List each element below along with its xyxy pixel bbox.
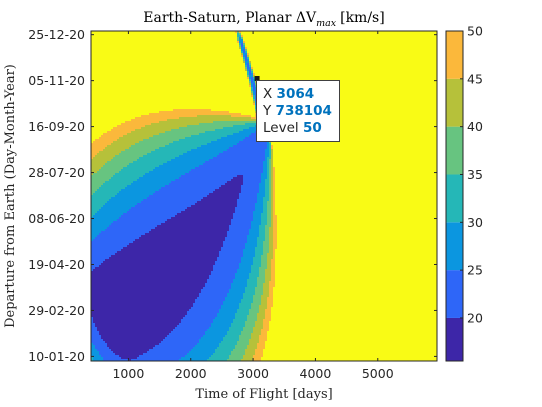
chart-title-subscript: max [316,18,337,29]
datatip-y-label: Y [263,103,272,119]
colorbar-tick-label: 25 [467,263,483,278]
plot-frame [90,30,438,362]
chart-title-main: Earth-Saturn, Planar ΔV [143,10,317,26]
datatip-x-label: X [263,86,273,102]
colorbar-segment [446,222,463,271]
colorbar-tick-label: 40 [467,119,483,134]
x-tick-label: 1000 [112,366,144,381]
colorbar-segment [446,317,463,361]
datatip-y-value: 738104 [275,103,332,119]
datatip-level-value: 50 [302,120,322,136]
colorbar-frame [445,30,464,362]
chart-title: Earth-Saturn, Planar ΔVmax [km/s] [143,10,384,29]
chart-title-unit: [km/s] [340,10,385,26]
plot-area[interactable] [91,31,438,362]
y-tick-label: 28-07-20 [28,165,85,180]
datatip-x-row: X 3064 [263,86,339,103]
colorbar-segment [446,31,463,79]
x-axis: 1000 2000 3000 4000 5000 [112,31,394,381]
colorbar-segment [446,270,463,318]
y-tick-label: 05-11-20 [28,73,85,88]
y-tick-label: 25-12-20 [28,27,85,42]
datatip[interactable]: X 3064 Y 738104 Level 50 [256,80,340,142]
colorbar-tick-label: 50 [467,24,483,39]
x-tick-label: 2000 [175,366,207,381]
colorbar-tick-label: 30 [467,215,483,230]
y-tick-label: 19-04-20 [28,257,85,272]
colorbar-tick-label: 35 [467,167,483,182]
colorbar-segment [446,126,463,175]
x-tick-label: 3000 [237,366,269,381]
y-tick-label: 29-02-20 [28,303,85,318]
colorbar-segment [446,78,463,127]
datatip-y-row: Y 738104 [263,103,339,120]
y-axis-label: Departure from Earth (Day-Month-Year) [3,64,18,328]
y-tick-label: 08-06-20 [28,211,85,226]
datatip-level-label: Level [263,120,299,136]
colorbar-tick-label: 45 [467,71,483,86]
colorbar: 20 25 30 35 40 45 50 [445,24,483,362]
x-tick-label: 5000 [362,366,394,381]
colorbar-segment [446,174,463,223]
datatip-x-value: 3064 [276,86,315,102]
y-axis: 10-01-20 29-02-20 19-04-20 08-06-20 28-07-20… [28,27,437,364]
x-tick-label: 4000 [300,366,332,381]
datatip-marker[interactable] [254,76,260,81]
y-tick-label: 16-09-20 [28,119,85,134]
x-axis-label: Time of Flight [days] [195,387,332,402]
colorbar-tick-label: 20 [467,310,483,325]
datatip-level-row: Level 50 [263,120,339,137]
y-tick-label: 10-01-20 [28,349,85,364]
